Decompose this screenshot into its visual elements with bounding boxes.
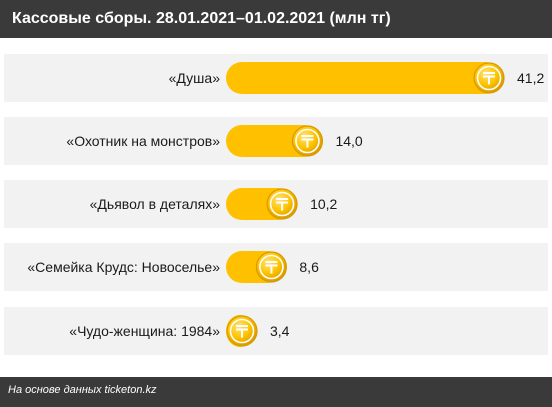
category-label: «Чудо-женщина: 1984» (69, 323, 220, 339)
bar (226, 62, 501, 94)
tenge-coin-icon (291, 125, 324, 157)
tenge-coin-icon (266, 188, 298, 220)
tenge-coin-icon (255, 251, 288, 283)
category-label: «Дьявол в деталях» (90, 196, 221, 212)
category-label: «Семейка Крудс: Новоселье» (27, 259, 220, 275)
tenge-coin-icon (226, 315, 258, 347)
tenge-coin-icon (473, 62, 505, 94)
value-label: 14,0 (335, 133, 362, 149)
chart-title: Кассовые сборы. 28.01.2021–01.02.2021 (м… (0, 0, 552, 38)
category-label: «Душа» (169, 70, 221, 86)
value-label: 10,2 (310, 196, 337, 212)
category-label: «Охотник на монстров» (66, 133, 220, 149)
row-panel (4, 307, 548, 355)
source-note: На основе данных ticketon.kz (0, 377, 552, 407)
value-label: 41,2 (517, 70, 544, 86)
value-label: 3,4 (270, 323, 290, 339)
value-label: 8,6 (299, 259, 319, 275)
bar-chart: «Душа» 41,2 «Охотник на монстров» 14,0 «Дьяв… (4, 54, 548, 355)
